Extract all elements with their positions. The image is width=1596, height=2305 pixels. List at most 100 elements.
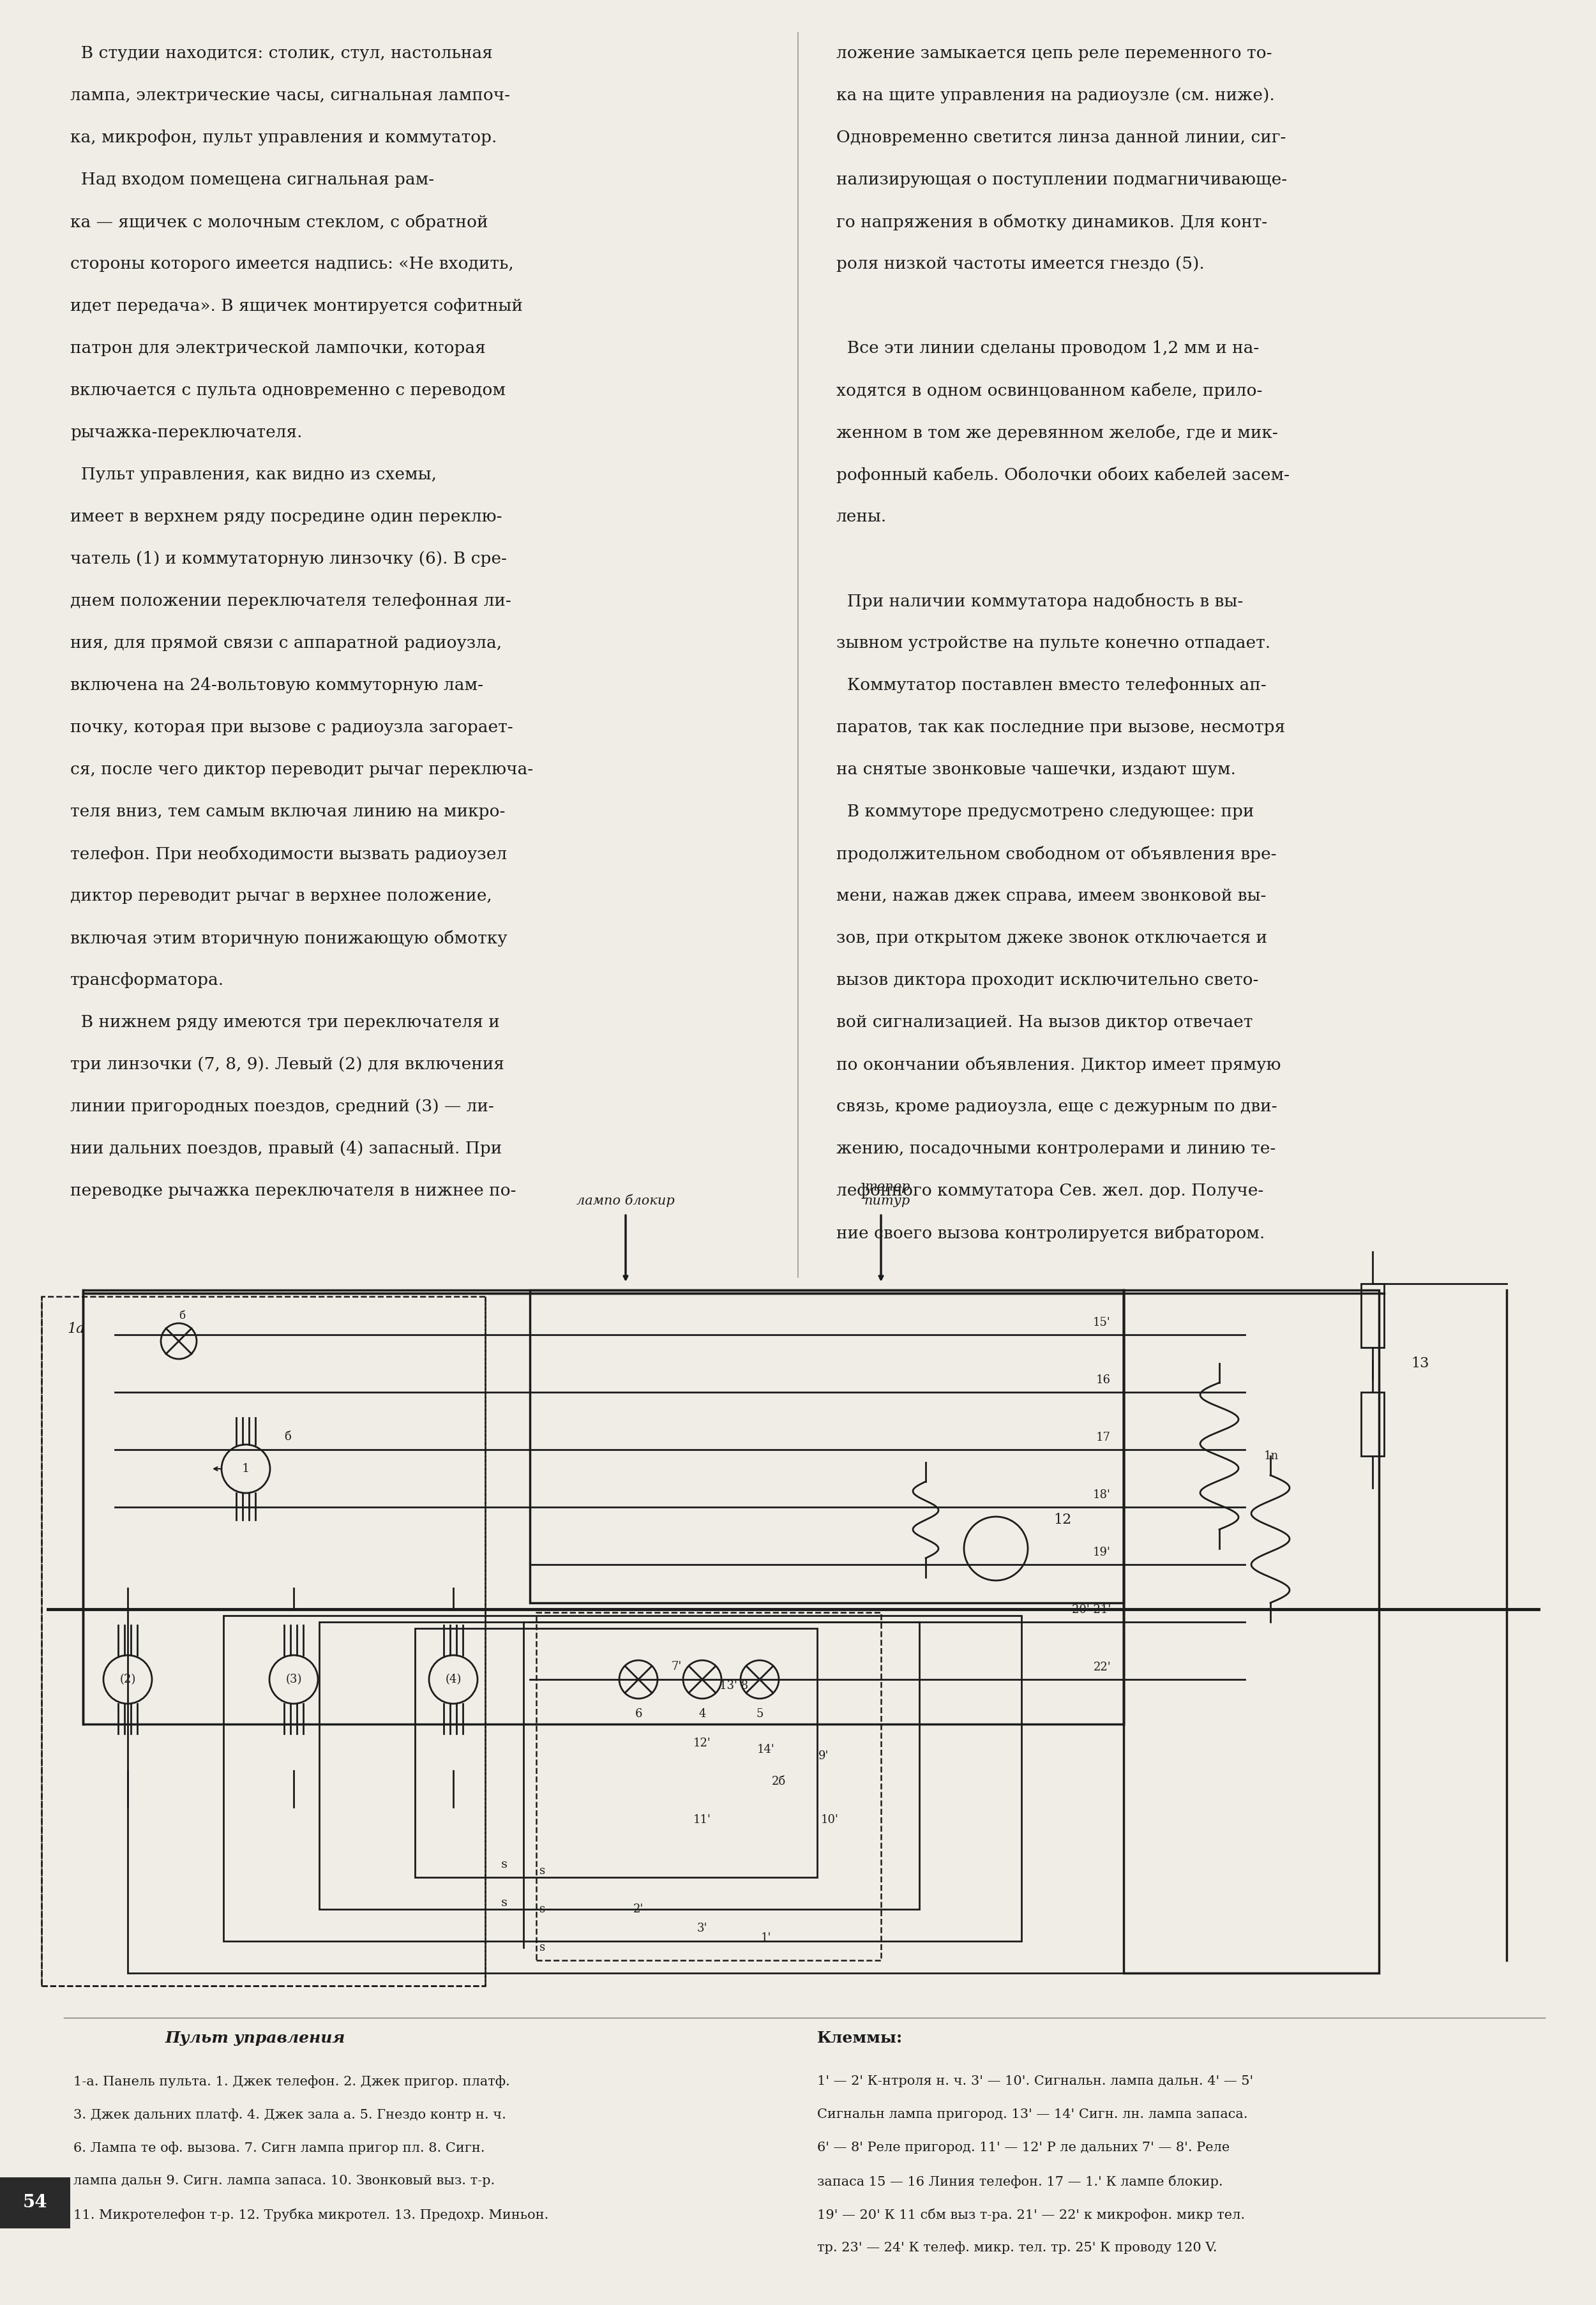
Text: s: s bbox=[501, 1858, 508, 1869]
Text: 11': 11' bbox=[693, 1814, 712, 1826]
Text: 14': 14' bbox=[757, 1745, 776, 1756]
Text: 2б: 2б bbox=[772, 1775, 785, 1786]
Text: связь, кроме радиоузла, еще с дежурным по дви-: связь, кроме радиоузла, еще с дежурным п… bbox=[836, 1099, 1277, 1116]
Text: включается с пульта одновременно с переводом: включается с пульта одновременно с перев… bbox=[70, 383, 506, 399]
Text: 1n: 1n bbox=[1264, 1450, 1278, 1461]
Text: 19': 19' bbox=[1093, 1547, 1111, 1558]
Text: s: s bbox=[539, 1904, 546, 1915]
Text: 18': 18' bbox=[1093, 1489, 1111, 1501]
Text: линии пригородных поездов, средний (3) — ли-: линии пригородных поездов, средний (3) —… bbox=[70, 1099, 495, 1116]
Text: вызов диктора проходит исключительно свето-: вызов диктора проходит исключительно све… bbox=[836, 973, 1259, 989]
Text: жению, посадочными контролерами и линию те-: жению, посадочными контролерами и линию … bbox=[836, 1141, 1275, 1157]
Text: теля вниз, тем самым включая линию на микро-: теля вниз, тем самым включая линию на ми… bbox=[70, 804, 506, 821]
Text: тр. 23' — 24' К телеф. микр. тел. тр. 25' К проводу 120 V.: тр. 23' — 24' К телеф. микр. тел. тр. 25… bbox=[817, 2240, 1218, 2254]
Bar bbox=[536, 1613, 881, 1959]
Text: почку, которая при вызове с радиоузла загорает-: почку, которая при вызове с радиоузла за… bbox=[70, 719, 512, 735]
Bar bbox=[128, 1609, 1124, 1973]
Text: 11. Микротелефон т-р. 12. Трубка микротел. 13. Предохр. Миньон.: 11. Микротелефон т-р. 12. Трубка микроте… bbox=[73, 2208, 549, 2222]
Bar bbox=[0, 2178, 70, 2229]
Bar bbox=[1361, 1284, 1384, 1348]
Text: трансформатора.: трансформатора. bbox=[70, 973, 223, 989]
Text: 12': 12' bbox=[693, 1738, 712, 1749]
Text: нализирующая о поступлении подмагничивающе-: нализирующая о поступлении подмагничиваю… bbox=[836, 171, 1286, 187]
Text: лены.: лены. bbox=[836, 509, 887, 526]
Text: три линзочки (7, 8, 9). Левый (2) для включения: три линзочки (7, 8, 9). Левый (2) для вк… bbox=[70, 1056, 504, 1072]
Text: 3. Джек дальних платф. 4. Джек зала а. 5. Гнездо контр н. ч.: 3. Джек дальних платф. 4. Джек зала а. 5… bbox=[73, 2109, 506, 2121]
Text: 22': 22' bbox=[1093, 1662, 1111, 1673]
Text: 1а: 1а bbox=[67, 1323, 85, 1337]
Bar bbox=[415, 1627, 817, 1876]
Text: Пульт управления: Пульт управления bbox=[166, 2031, 345, 2047]
Text: 5: 5 bbox=[757, 1708, 763, 1720]
Text: 9': 9' bbox=[819, 1749, 828, 1761]
Bar bbox=[1361, 1392, 1384, 1457]
Text: 16: 16 bbox=[1096, 1374, 1111, 1385]
Text: зов, при открытом джеке звонок отключается и: зов, при открытом джеке звонок отключает… bbox=[836, 929, 1267, 945]
Text: по окончании объявления. Диктор имеет прямую: по окончании объявления. Диктор имеет пр… bbox=[836, 1056, 1282, 1074]
Text: ка — ящичек с молочным стеклом, с обратной: ка — ящичек с молочным стеклом, с обратн… bbox=[70, 214, 488, 230]
Bar bbox=[530, 1291, 1124, 1602]
Text: вой сигнализацией. На вызов диктор отвечает: вой сигнализацией. На вызов диктор отвеч… bbox=[836, 1014, 1253, 1030]
Text: s: s bbox=[539, 1941, 546, 1952]
Text: 13' 8: 13' 8 bbox=[720, 1680, 749, 1692]
Text: 20' 21': 20' 21' bbox=[1073, 1604, 1111, 1616]
Text: 1' — 2' К-нтроля н. ч. 3' — 10'. Сигнальн. лампа дальн. 4' — 5': 1' — 2' К-нтроля н. ч. 3' — 10'. Сигналь… bbox=[817, 2074, 1253, 2088]
Text: ка на щите управления на радиоузле (см. ниже).: ка на щите управления на радиоузле (см. … bbox=[836, 88, 1275, 104]
Text: 15': 15' bbox=[1093, 1316, 1111, 1328]
Text: 17: 17 bbox=[1096, 1431, 1111, 1443]
Text: s: s bbox=[501, 1897, 508, 1909]
Text: роля низкой частоты имеется гнездо (5).: роля низкой частоты имеется гнездо (5). bbox=[836, 256, 1205, 272]
Text: тепер
питур: тепер питур bbox=[865, 1180, 910, 1208]
Text: лампо блокир: лампо блокир bbox=[576, 1194, 675, 1208]
Text: чатель (1) и коммутаторную линзочку (6). В сре-: чатель (1) и коммутаторную линзочку (6).… bbox=[70, 551, 508, 567]
Text: патрон для электрической лампочки, которая: патрон для электрической лампочки, котор… bbox=[70, 341, 485, 357]
Text: го напряжения в обмотку динамиков. Для конт-: го напряжения в обмотку динамиков. Для к… bbox=[836, 214, 1267, 230]
Text: 6' — 8' Реле пригород. 11' — 12' Р ле дальних 7' — 8'. Реле: 6' — 8' Реле пригород. 11' — 12' Р ле да… bbox=[817, 2141, 1231, 2153]
Text: Клеммы:: Клеммы: bbox=[817, 2031, 903, 2047]
Text: Коммутатор поставлен вместо телефонных ап-: Коммутатор поставлен вместо телефонных а… bbox=[836, 678, 1266, 694]
Text: 6. Лампа те оф. вызова. 7. Сигн лампа пригор пл. 8. Сигн.: 6. Лампа те оф. вызова. 7. Сигн лампа пр… bbox=[73, 2141, 485, 2155]
Text: б: б bbox=[284, 1431, 290, 1443]
Text: (4): (4) bbox=[445, 1673, 461, 1685]
Text: стороны которого имеется надпись: «Не входить,: стороны которого имеется надпись: «Не вх… bbox=[70, 256, 514, 272]
Bar bbox=[319, 1623, 919, 1909]
Text: При наличии коммутатора надобность в вы-: При наличии коммутатора надобность в вы- bbox=[836, 592, 1243, 609]
Text: зывном устройстве на пульте конечно отпадает.: зывном устройстве на пульте конечно отпа… bbox=[836, 636, 1270, 650]
Text: Пульт управления, как видно из схемы,: Пульт управления, как видно из схемы, bbox=[70, 466, 437, 482]
Text: ся, после чего диктор переводит рычаг переключа-: ся, после чего диктор переводит рычаг пе… bbox=[70, 761, 533, 777]
Text: 12: 12 bbox=[1053, 1512, 1071, 1526]
Text: рофонный кабель. Оболочки обоих кабелей засем-: рофонный кабель. Оболочки обоих кабелей … bbox=[836, 466, 1290, 484]
Text: (2): (2) bbox=[120, 1673, 136, 1685]
Text: 4: 4 bbox=[699, 1708, 705, 1720]
Text: Все эти линии сделаны проводом 1,2 мм и на-: Все эти линии сделаны проводом 1,2 мм и … bbox=[836, 341, 1259, 357]
Text: Сигнальн лампа пригород. 13' — 14' Сигн. лн. лампа запаса.: Сигнальн лампа пригород. 13' — 14' Сигн.… bbox=[817, 2109, 1248, 2121]
Text: 13: 13 bbox=[1411, 1355, 1428, 1371]
Text: В студии находится: столик, стул, настольная: В студии находится: столик, стул, настол… bbox=[70, 46, 493, 62]
Text: 54: 54 bbox=[22, 2194, 48, 2210]
Bar bbox=[41, 1295, 485, 1987]
Text: паратов, так как последние при вызове, несмотря: паратов, так как последние при вызове, н… bbox=[836, 719, 1285, 735]
Text: идет передача». В ящичек монтируется софитный: идет передача». В ящичек монтируется соф… bbox=[70, 297, 523, 313]
Text: 7': 7' bbox=[672, 1662, 681, 1673]
Bar bbox=[83, 1291, 1124, 1724]
Text: днем положении переключателя телефонная ли-: днем положении переключателя телефонная … bbox=[70, 592, 511, 609]
Text: 19' — 20' К 11 сбм выз т-ра. 21' — 22' к микрофон. микр тел.: 19' — 20' К 11 сбм выз т-ра. 21' — 22' к… bbox=[817, 2208, 1245, 2222]
Text: нии дальних поездов, правый (4) запасный. При: нии дальних поездов, правый (4) запасный… bbox=[70, 1141, 501, 1157]
Text: диктор переводит рычаг в верхнее положение,: диктор переводит рычаг в верхнее положен… bbox=[70, 887, 492, 904]
Text: на снятые звонковые чашечки, издают шум.: на снятые звонковые чашечки, издают шум. bbox=[836, 761, 1235, 777]
Text: имеет в верхнем ряду посредине один переклю-: имеет в верхнем ряду посредине один пере… bbox=[70, 509, 503, 526]
Text: 10': 10' bbox=[820, 1814, 839, 1826]
Bar bbox=[223, 1616, 1021, 1941]
Text: ка, микрофон, пульт управления и коммутатор.: ка, микрофон, пульт управления и коммута… bbox=[70, 129, 496, 145]
Text: В коммуторе предусмотрено следующее: при: В коммуторе предусмотрено следующее: при bbox=[836, 804, 1254, 821]
Text: запаса 15 — 16 Линия телефон. 17 — 1.' К лампе блокир.: запаса 15 — 16 Линия телефон. 17 — 1.' К… bbox=[817, 2176, 1223, 2187]
Text: 1-а. Панель пульта. 1. Джек телефон. 2. Джек пригор. платф.: 1-а. Панель пульта. 1. Джек телефон. 2. … bbox=[73, 2074, 511, 2088]
Text: лампа, электрические часы, сигнальная лампоч-: лампа, электрические часы, сигнальная ла… bbox=[70, 88, 511, 104]
Text: 1': 1' bbox=[761, 1932, 771, 1943]
Text: б: б bbox=[179, 1312, 185, 1321]
Text: ложение замыкается цепь реле переменного то-: ложение замыкается цепь реле переменного… bbox=[836, 46, 1272, 62]
Text: 3': 3' bbox=[697, 1922, 707, 1934]
Text: переводке рычажка переключателя в нижнее по-: переводке рычажка переключателя в нижнее… bbox=[70, 1182, 516, 1199]
Text: 1: 1 bbox=[243, 1464, 249, 1475]
Text: 2': 2' bbox=[634, 1904, 643, 1915]
